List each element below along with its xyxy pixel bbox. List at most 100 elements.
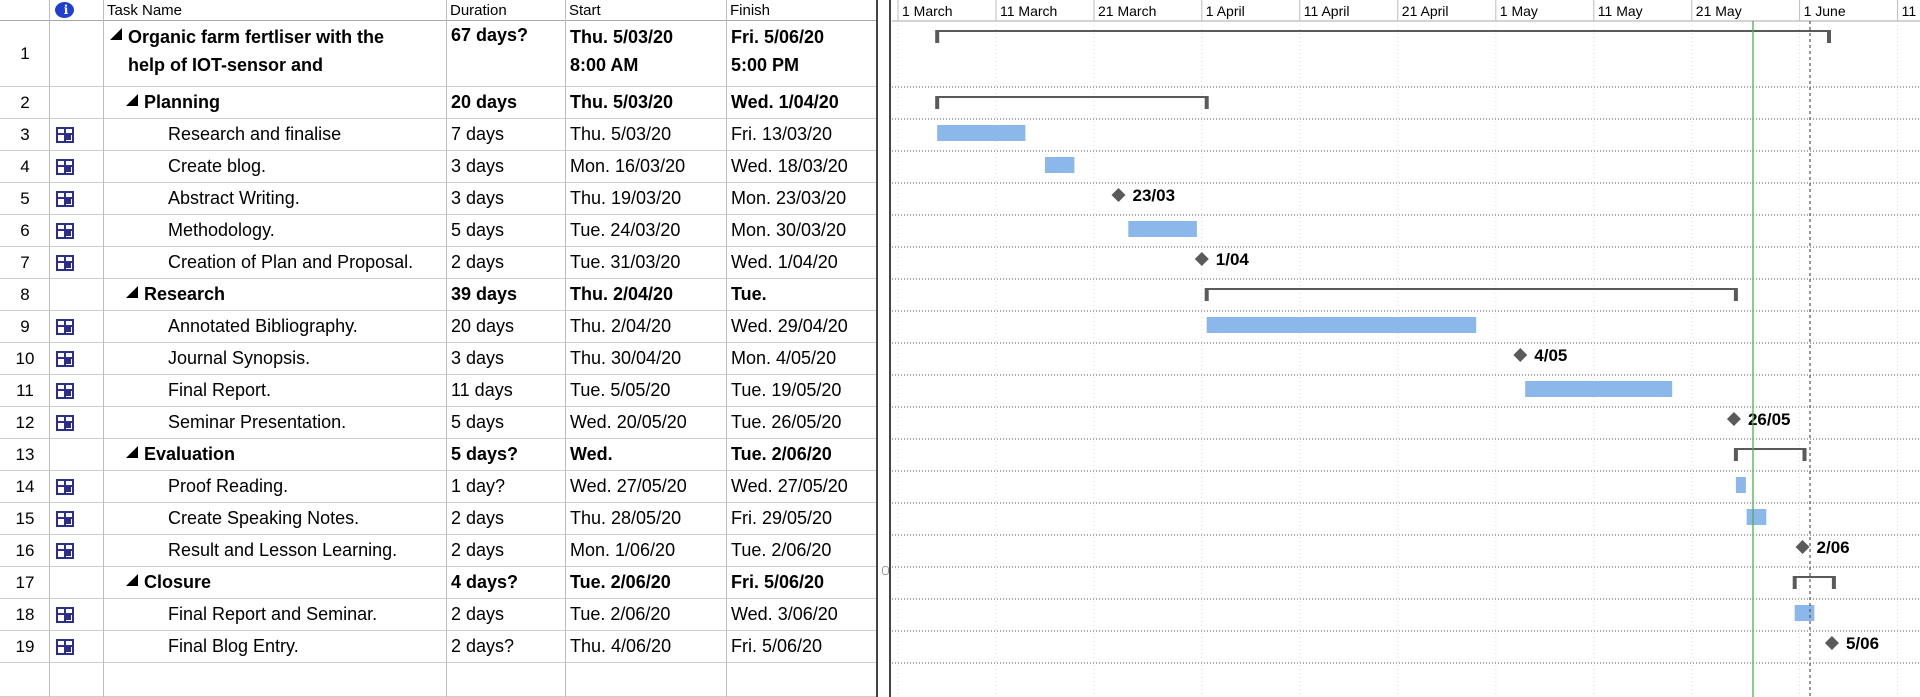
task-bar[interactable]	[1794, 605, 1815, 621]
task-name[interactable]: Creation of Plan and Proposal.	[104, 247, 446, 278]
collapse-triangle-icon[interactable]	[126, 573, 138, 586]
task-finish[interactable]: Wed. 18/03/20	[731, 156, 848, 176]
task-name[interactable]: Journal Synopsis.	[104, 343, 446, 374]
task-row[interactable]: 16 Result and Lesson Learning. 2 days Mon. …	[0, 535, 878, 567]
task-row[interactable]: 7 Creation of Plan and Proposal. 2 days Tue…	[0, 247, 878, 279]
task-finish[interactable]: Wed. 27/05/20	[731, 476, 848, 496]
task-name[interactable]: Final Blog Entry.	[104, 631, 446, 662]
task-finish[interactable]: Wed. 1/04/20	[731, 252, 838, 272]
task-start[interactable]: Mon. 1/06/20	[570, 540, 676, 560]
row-id[interactable]: 3	[20, 124, 30, 144]
task-start[interactable]: Tue. 5/05/20	[570, 380, 671, 400]
row-id[interactable]: 9	[20, 316, 30, 336]
task-duration[interactable]: 3 days	[451, 156, 505, 176]
task-duration[interactable]: 67 days?	[451, 25, 529, 45]
task-duration[interactable]: 2 days?	[451, 636, 515, 656]
task-name-column-header[interactable]: Task Name	[107, 2, 183, 19]
task-finish[interactable]: Wed. 3/06/20	[731, 604, 838, 624]
task-name[interactable]: Annotated Bibliography.	[104, 311, 446, 342]
row-id[interactable]: 7	[20, 252, 30, 272]
task-name[interactable]: Result and Lesson Learning.	[104, 535, 446, 566]
task-start[interactable]: Thu. 2/04/20	[570, 316, 672, 336]
task-row[interactable]: 11 Final Report. 11 days Tue. 5/05/20 Tue. 1…	[0, 375, 878, 407]
task-name[interactable]: Create Speaking Notes.	[104, 503, 446, 534]
row-id[interactable]: 13	[15, 444, 35, 464]
milestone-diamond-icon[interactable]	[1111, 188, 1126, 202]
task-name[interactable]: Closure	[104, 567, 446, 598]
task-name[interactable]: Evaluation	[104, 439, 446, 470]
row-id[interactable]: 11	[16, 380, 34, 400]
task-start[interactable]: Tue. 24/03/20	[570, 220, 681, 240]
row-id[interactable]: 19	[15, 636, 35, 656]
task-row[interactable]: 19 Final Blog Entry. 2 days? Thu. 4/06/20 Fr…	[0, 631, 878, 663]
task-duration[interactable]: 2 days	[451, 508, 505, 528]
task-duration[interactable]: 5 days	[451, 220, 505, 240]
task-duration[interactable]: 20 days	[451, 92, 518, 112]
row-id[interactable]: 4	[20, 156, 30, 176]
row-id[interactable]: 14	[15, 476, 35, 496]
task-name[interactable]: Organic farm fertliser with the help of …	[104, 21, 446, 86]
row-id[interactable]: 5	[20, 188, 30, 208]
task-bar[interactable]	[1045, 157, 1075, 173]
task-finish[interactable]: Tue. 2/06/20	[731, 540, 832, 560]
task-row[interactable]: 9 Annotated Bibliography. 20 days Thu. 2/04…	[0, 311, 878, 343]
task-finish[interactable]: Fri. 13/03/20	[731, 124, 833, 144]
task-duration[interactable]: 7 days	[451, 124, 505, 144]
task-duration[interactable]: 11 days	[451, 380, 513, 400]
task-name[interactable]: Methodology.	[104, 215, 446, 246]
task-duration[interactable]: 20 days	[451, 316, 515, 336]
task-start[interactable]: Thu. 5/03/20 8:00 AM	[566, 21, 726, 86]
task-bar[interactable]	[1206, 317, 1477, 333]
task-bar[interactable]	[1735, 477, 1746, 493]
task-duration[interactable]: 2 days	[451, 540, 505, 560]
task-start[interactable]: Wed.	[570, 444, 613, 464]
milestone-diamond-icon[interactable]	[1194, 252, 1209, 266]
task-name[interactable]: Research and finalise	[104, 119, 446, 150]
task-row[interactable]: 18 Final Report and Seminar. 2 days Tue. 2/…	[0, 599, 878, 631]
task-duration[interactable]: 1 day?	[451, 476, 506, 496]
task-bar[interactable]	[1746, 509, 1767, 525]
milestone-diamond-icon[interactable]	[1824, 636, 1839, 650]
task-finish[interactable]: Wed. 1/04/20	[731, 92, 839, 112]
task-start[interactable]: Thu. 30/04/20	[570, 348, 682, 368]
task-name[interactable]: Abstract Writing.	[104, 183, 446, 214]
task-row[interactable]: 6 Methodology. 5 days Tue. 24/03/20 Mon. 30/…	[0, 215, 878, 247]
splitter-grip-icon[interactable]	[882, 566, 889, 575]
task-finish[interactable]: Mon. 30/03/20	[731, 220, 847, 240]
task-bar[interactable]	[1525, 381, 1673, 397]
task-finish[interactable]: Wed. 29/04/20	[731, 316, 848, 336]
task-finish[interactable]: Tue. 2/06/20	[731, 444, 832, 464]
pane-splitter[interactable]	[876, 0, 891, 697]
task-finish[interactable]: Tue. 26/05/20	[731, 412, 842, 432]
task-name[interactable]: Final Report.	[104, 375, 446, 406]
row-id[interactable]: 12	[15, 412, 35, 432]
task-row[interactable]: 12 Seminar Presentation. 5 days Wed. 20/05/…	[0, 407, 878, 439]
task-finish[interactable]: Mon. 23/03/20	[731, 188, 847, 208]
task-start[interactable]: Mon. 16/03/20	[570, 156, 686, 176]
milestone-diamond-icon[interactable]	[1726, 412, 1741, 426]
task-duration[interactable]: 39 days	[451, 284, 518, 304]
task-duration[interactable]: 4 days?	[451, 572, 519, 592]
task-duration[interactable]: 3 days	[451, 188, 505, 208]
row-id[interactable]: 15	[15, 508, 35, 528]
empty-row[interactable]	[0, 663, 878, 697]
task-start[interactable]: Thu. 19/03/20	[570, 188, 682, 208]
task-duration[interactable]: 2 days	[451, 604, 505, 624]
row-id[interactable]: 1	[20, 43, 30, 63]
task-row[interactable]: 3 Research and finalise 7 days Thu. 5/03/20…	[0, 119, 878, 151]
task-row[interactable]: 17 Closure 4 days? Tue. 2/06/20 Fri. 5/06/20	[0, 567, 878, 599]
milestone-diamond-icon[interactable]	[1795, 540, 1810, 554]
task-finish[interactable]: Fri. 5/06/20	[731, 572, 825, 592]
collapse-triangle-icon[interactable]	[126, 93, 138, 106]
collapse-triangle-icon[interactable]	[126, 445, 138, 458]
task-row[interactable]: 1 Organic farm fertliser with the help o…	[0, 21, 878, 87]
task-row[interactable]: 15 Create Speaking Notes. 2 days Thu. 28/05…	[0, 503, 878, 535]
task-start[interactable]: Thu. 5/03/20	[570, 124, 672, 144]
task-finish[interactable]: Tue.	[731, 284, 767, 304]
task-finish[interactable]: Fri. 29/05/20	[731, 508, 833, 528]
row-id[interactable]: 18	[15, 604, 35, 624]
task-row[interactable]: 4 Create blog. 3 days Mon. 16/03/20 Wed. 18/…	[0, 151, 878, 183]
task-finish[interactable]: Fri. 5/06/20	[731, 636, 823, 656]
task-duration[interactable]: 2 days	[451, 252, 505, 272]
task-finish[interactable]: Fri. 5/06/20 5:00 PM	[727, 21, 878, 86]
